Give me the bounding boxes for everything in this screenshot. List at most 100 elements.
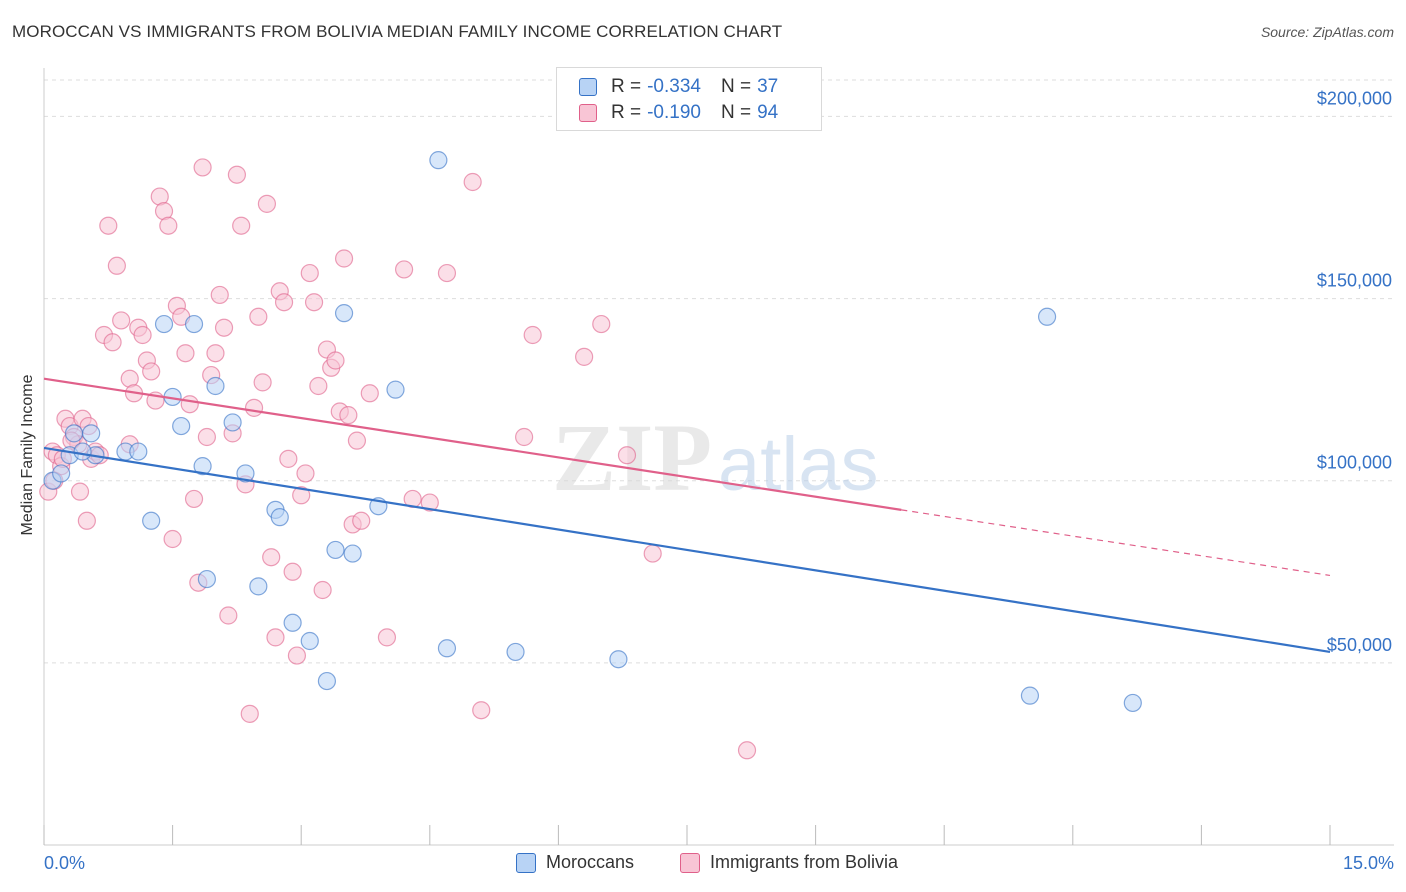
- watermark: ZIP atlas: [552, 404, 879, 511]
- point-bolivia: [296, 464, 315, 483]
- point-moroccans: [73, 442, 92, 461]
- point-bolivia: [292, 486, 311, 505]
- legend-row-moroccans: R = -0.334 N = 37: [579, 75, 778, 99]
- legend-r-label: R =: [611, 102, 642, 123]
- point-moroccans: [437, 639, 457, 658]
- trend-line-bolivia-extension: [901, 509, 1331, 577]
- point-bolivia: [107, 256, 126, 275]
- point-bolivia: [257, 194, 277, 213]
- point-bolivia: [643, 544, 662, 563]
- point-moroccans: [326, 540, 345, 560]
- point-moroccans: [142, 511, 161, 530]
- point-bolivia: [309, 376, 328, 396]
- point-bolivia: [300, 263, 319, 283]
- x-tick-label: 15.0%: [1343, 853, 1394, 873]
- point-bolivia: [210, 285, 229, 305]
- y-tick-label: $200,000: [1317, 88, 1392, 108]
- legend-n-value: 94: [757, 102, 779, 123]
- point-moroccans: [429, 151, 448, 170]
- point-moroccans: [223, 413, 242, 432]
- legend-n-value: 37: [757, 76, 779, 97]
- point-bolivia: [266, 628, 285, 647]
- legend-swatch-pink: [680, 852, 700, 873]
- legend-r-value: -0.334: [647, 76, 701, 97]
- point-bolivia: [523, 325, 542, 345]
- point-bolivia: [463, 172, 482, 192]
- point-bolivia: [176, 344, 195, 363]
- legend-series-label: Immigrants from Bolivia: [710, 852, 899, 872]
- point-bolivia: [515, 427, 534, 447]
- point-bolivia: [283, 562, 302, 581]
- point-moroccans: [64, 424, 84, 443]
- point-moroccans: [270, 508, 289, 527]
- point-bolivia: [103, 333, 122, 352]
- y-tick-label: $50,000: [1327, 635, 1392, 655]
- point-moroccans: [506, 642, 525, 662]
- point-moroccans: [154, 314, 174, 334]
- trend-line-moroccans: [43, 446, 1331, 654]
- point-moroccans: [172, 416, 191, 436]
- point-bolivia: [240, 704, 259, 723]
- point-bolivia: [347, 431, 367, 450]
- point-bolivia: [274, 293, 294, 312]
- bottom-legend-bolivia: Immigrants from Bolivia: [680, 852, 898, 873]
- point-bolivia: [575, 347, 594, 366]
- point-moroccans: [1037, 307, 1057, 326]
- point-bolivia: [592, 314, 611, 334]
- y-tick-label: $100,000: [1317, 453, 1392, 473]
- point-bolivia: [279, 449, 298, 468]
- legend-n-label: N =: [720, 102, 752, 123]
- point-moroccans: [236, 464, 255, 483]
- point-bolivia: [360, 384, 379, 403]
- trend-line-bolivia: [43, 377, 902, 511]
- point-bolivia: [99, 216, 118, 235]
- point-moroccans: [386, 380, 405, 399]
- point-bolivia: [219, 606, 238, 625]
- point-bolivia: [334, 249, 354, 268]
- point-bolivia: [352, 511, 371, 530]
- point-moroccans: [197, 569, 216, 589]
- point-bolivia: [159, 216, 178, 235]
- legend-series-label: Moroccans: [546, 852, 635, 872]
- point-bolivia: [249, 307, 268, 326]
- axes: [43, 68, 1394, 846]
- chart-title: MOROCCAN VS IMMIGRANTS FROM BOLIVIA MEDI…: [12, 22, 783, 41]
- legend-swatch-pink: [579, 104, 597, 122]
- point-moroccans: [184, 314, 204, 334]
- point-moroccans: [1123, 693, 1142, 713]
- point-bolivia: [214, 318, 234, 337]
- y-tick-label: $150,000: [1317, 271, 1392, 291]
- point-moroccans: [52, 464, 71, 483]
- gridlines: [44, 79, 1394, 664]
- point-bolivia: [420, 493, 439, 512]
- point-bolivia: [227, 165, 246, 184]
- legend-swatch-blue: [516, 852, 536, 873]
- point-bolivia: [184, 489, 204, 509]
- point-bolivia: [737, 741, 757, 760]
- point-bolivia: [394, 260, 414, 279]
- point-bolivia: [437, 263, 457, 283]
- point-bolivia: [112, 311, 131, 330]
- point-moroccans: [283, 613, 302, 632]
- point-bolivia: [253, 373, 272, 392]
- bottom-legend-moroccans: Moroccans: [516, 852, 634, 873]
- point-bolivia: [206, 344, 225, 363]
- tick-labels: $50,000 $100,000 $150,000 $200,000 0.0% 15.0%: [44, 88, 1394, 873]
- point-bolivia: [163, 529, 182, 549]
- legend-row-bolivia: R = -0.190 N = 94: [579, 101, 778, 125]
- point-bolivia: [77, 511, 96, 530]
- x-tick-label: 0.0%: [44, 853, 85, 873]
- point-bolivia: [377, 628, 397, 647]
- point-moroccans: [609, 650, 628, 669]
- point-bolivia: [70, 482, 90, 501]
- point-bolivia: [193, 158, 212, 177]
- point-bolivia: [304, 293, 324, 312]
- point-moroccans: [334, 304, 354, 323]
- point-bolivia: [244, 398, 264, 417]
- point-bolivia: [197, 427, 216, 447]
- legend-swatch-blue: [579, 78, 597, 96]
- point-bolivia: [617, 446, 637, 465]
- source-label: Source: ZipAtlas.com: [1260, 24, 1394, 40]
- point-moroccans: [82, 424, 101, 443]
